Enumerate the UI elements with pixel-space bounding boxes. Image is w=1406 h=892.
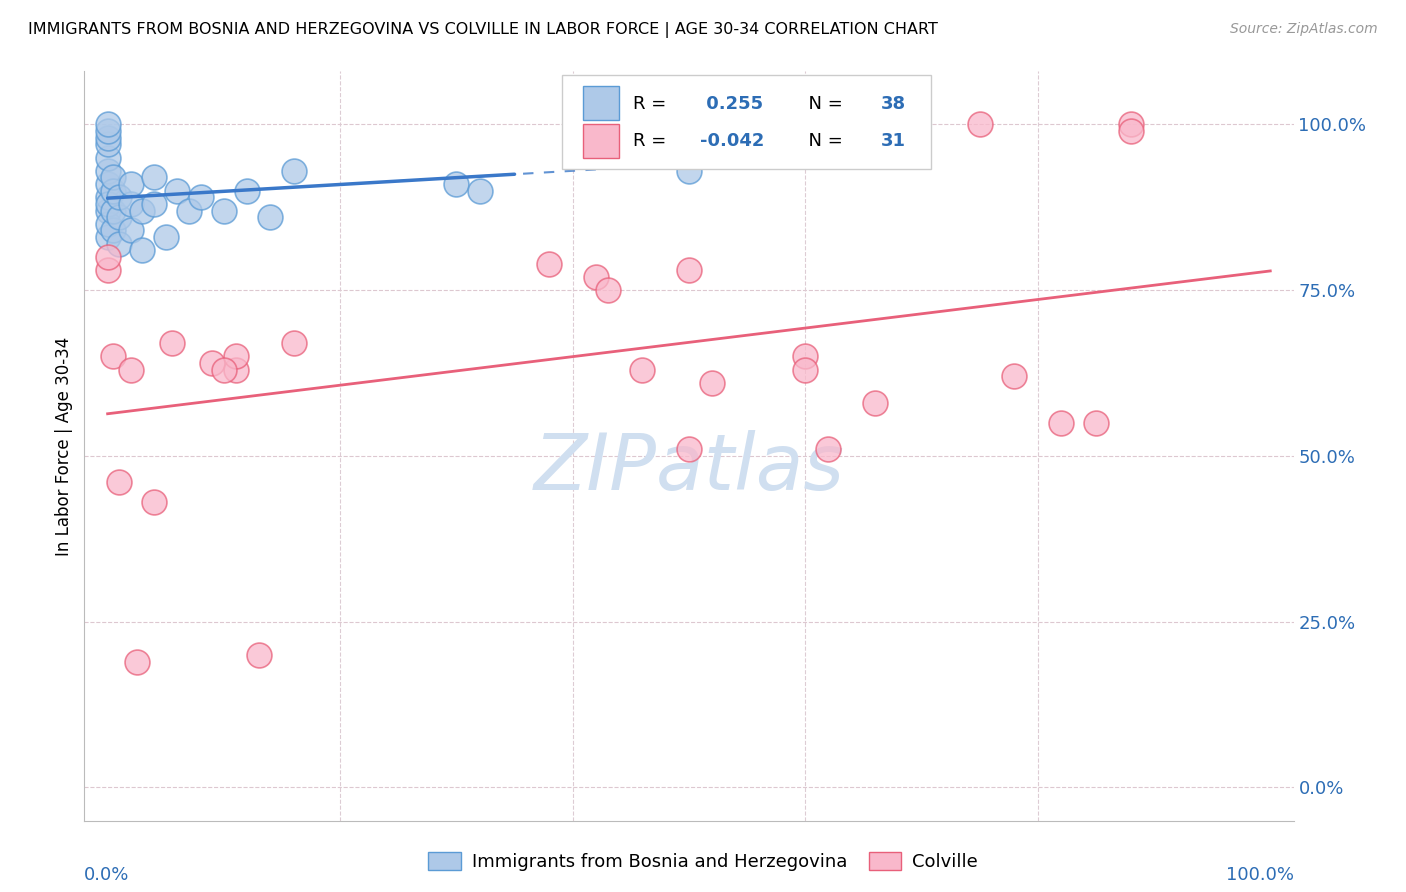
Point bbox=[97, 137, 120, 152]
Point bbox=[247, 648, 270, 662]
Point bbox=[190, 190, 212, 204]
Point bbox=[97, 217, 120, 231]
Point bbox=[283, 336, 305, 351]
Point bbox=[1050, 416, 1073, 430]
Point bbox=[678, 442, 700, 457]
Point bbox=[97, 250, 120, 264]
Point bbox=[225, 350, 247, 364]
Text: N =: N = bbox=[797, 132, 848, 150]
Point bbox=[103, 350, 125, 364]
Legend: Immigrants from Bosnia and Herzegovina, Colville: Immigrants from Bosnia and Herzegovina, … bbox=[420, 846, 986, 879]
Point bbox=[259, 211, 281, 225]
Point bbox=[596, 283, 619, 297]
Point bbox=[103, 223, 125, 237]
Point bbox=[631, 363, 654, 377]
Point bbox=[143, 170, 166, 185]
Point bbox=[103, 170, 125, 185]
Point bbox=[97, 263, 120, 277]
Point bbox=[538, 257, 561, 271]
Point bbox=[120, 363, 142, 377]
Point bbox=[125, 655, 148, 669]
Point bbox=[817, 442, 839, 457]
Point bbox=[794, 350, 817, 364]
Point bbox=[108, 211, 131, 225]
Text: 100.0%: 100.0% bbox=[1226, 865, 1294, 884]
Point bbox=[97, 117, 120, 131]
Point bbox=[863, 396, 886, 410]
Text: 31: 31 bbox=[882, 132, 907, 150]
Point bbox=[283, 164, 305, 178]
Point bbox=[236, 184, 259, 198]
Point bbox=[678, 164, 700, 178]
Point bbox=[177, 203, 200, 218]
Point bbox=[120, 223, 142, 237]
Point bbox=[97, 151, 120, 165]
Point bbox=[143, 495, 166, 509]
Point bbox=[97, 130, 120, 145]
Text: IMMIGRANTS FROM BOSNIA AND HERZEGOVINA VS COLVILLE IN LABOR FORCE | AGE 30-34 CO: IMMIGRANTS FROM BOSNIA AND HERZEGOVINA V… bbox=[28, 22, 938, 38]
Text: R =: R = bbox=[633, 132, 672, 150]
Text: Source: ZipAtlas.com: Source: ZipAtlas.com bbox=[1230, 22, 1378, 37]
Point bbox=[160, 336, 183, 351]
Point bbox=[201, 356, 224, 370]
Point bbox=[794, 363, 817, 377]
FancyBboxPatch shape bbox=[562, 75, 931, 169]
Point bbox=[212, 363, 235, 377]
Point bbox=[108, 236, 131, 251]
Point bbox=[131, 244, 153, 258]
Text: 38: 38 bbox=[882, 95, 907, 112]
Point bbox=[97, 177, 120, 191]
Point bbox=[1004, 369, 1026, 384]
Text: ZIPatlas: ZIPatlas bbox=[533, 431, 845, 507]
Point bbox=[1119, 117, 1142, 131]
Point bbox=[969, 117, 991, 131]
FancyBboxPatch shape bbox=[582, 87, 619, 120]
Y-axis label: In Labor Force | Age 30-34: In Labor Force | Age 30-34 bbox=[55, 336, 73, 556]
Point bbox=[166, 184, 188, 198]
FancyBboxPatch shape bbox=[582, 124, 619, 158]
Point bbox=[97, 230, 120, 244]
Point bbox=[103, 203, 125, 218]
Point bbox=[97, 164, 120, 178]
Point bbox=[97, 190, 120, 204]
Point bbox=[131, 203, 153, 218]
Text: -0.042: -0.042 bbox=[700, 132, 765, 150]
Point bbox=[108, 475, 131, 490]
Point bbox=[97, 197, 120, 211]
Point bbox=[713, 117, 735, 131]
Text: 0.0%: 0.0% bbox=[84, 865, 129, 884]
Point bbox=[155, 230, 177, 244]
Point bbox=[678, 263, 700, 277]
Point bbox=[212, 203, 235, 218]
Point bbox=[120, 177, 142, 191]
Point bbox=[446, 177, 468, 191]
Point bbox=[1084, 416, 1107, 430]
Point bbox=[225, 363, 247, 377]
Point bbox=[108, 190, 131, 204]
Point bbox=[143, 197, 166, 211]
Point bbox=[97, 124, 120, 138]
Point bbox=[468, 184, 491, 198]
Text: 0.255: 0.255 bbox=[700, 95, 763, 112]
Point bbox=[97, 203, 120, 218]
Point bbox=[702, 376, 724, 390]
Point bbox=[1119, 124, 1142, 138]
Point bbox=[585, 269, 607, 284]
Text: N =: N = bbox=[797, 95, 848, 112]
Text: R =: R = bbox=[633, 95, 672, 112]
Point bbox=[103, 184, 125, 198]
Point bbox=[120, 197, 142, 211]
